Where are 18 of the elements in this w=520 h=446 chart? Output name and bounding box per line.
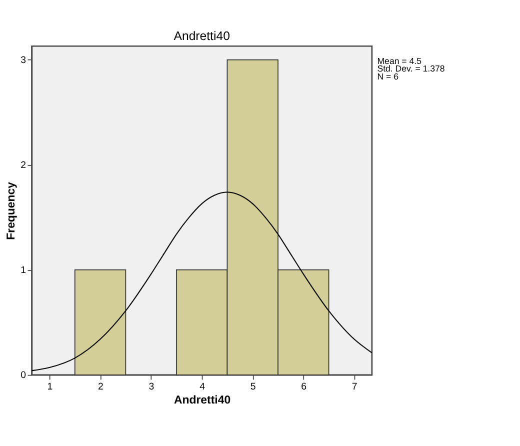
y-axis-title: Frequency — [5, 181, 18, 240]
x-axis-title: Andretti40 — [174, 394, 231, 407]
text: Mean = 4.5 — [377, 56, 422, 66]
y-tick-label: 2 — [20, 160, 26, 171]
x-tick-label: 1 — [47, 381, 53, 392]
chart-title: Andretti40 — [174, 28, 230, 43]
line-series — [32, 192, 372, 372]
x-tick-label: 7 — [352, 381, 358, 392]
x-tick-label: 3 — [148, 381, 154, 392]
x-tick-label: 4 — [200, 381, 206, 392]
text: Std. Dev. = 1.378 — [377, 64, 445, 74]
x-tick-label: 6 — [301, 381, 307, 392]
y-tick-label: 0 — [20, 370, 27, 381]
y-tick-label: 1 — [20, 264, 26, 276]
x-tick-label: 5 — [250, 381, 256, 392]
x-tick-label: 2 — [98, 381, 104, 392]
text: N = 6 — [377, 72, 399, 82]
y-tick-label: 3 — [20, 54, 26, 66]
